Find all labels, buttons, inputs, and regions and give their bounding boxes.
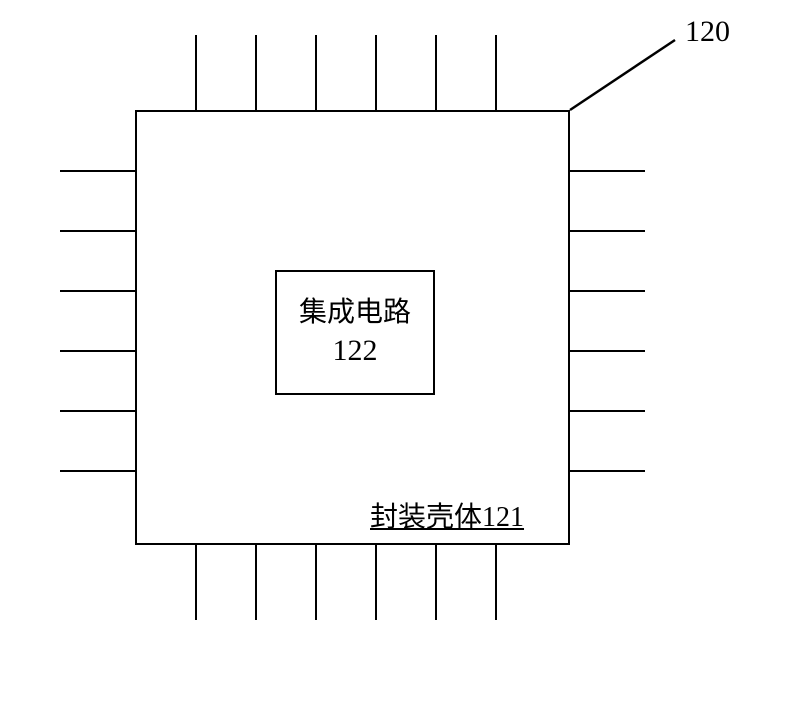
pin-left-3 [60, 290, 135, 292]
ref-number-120: 120 [685, 15, 730, 49]
pin-left-1 [60, 170, 135, 172]
pin-left-5 [60, 410, 135, 412]
pin-left-4 [60, 350, 135, 352]
pin-top-6 [495, 35, 497, 110]
pin-top-2 [255, 35, 257, 110]
pin-bottom-3 [315, 545, 317, 620]
pin-top-1 [195, 35, 197, 110]
pin-left-2 [60, 230, 135, 232]
pin-top-5 [435, 35, 437, 110]
pin-top-4 [375, 35, 377, 110]
pin-right-1 [570, 170, 645, 172]
pin-right-4 [570, 350, 645, 352]
ic-label-number: 122 [333, 331, 378, 370]
pin-bottom-1 [195, 545, 197, 620]
chip-diagram: 集成电路 122 封装壳体121 120 [0, 0, 807, 702]
pin-top-3 [315, 35, 317, 110]
pin-bottom-2 [255, 545, 257, 620]
ic-block: 集成电路 122 [275, 270, 435, 395]
pin-bottom-6 [495, 545, 497, 620]
pin-right-3 [570, 290, 645, 292]
pin-left-6 [60, 470, 135, 472]
pin-right-5 [570, 410, 645, 412]
pin-bottom-4 [375, 545, 377, 620]
pin-right-6 [570, 470, 645, 472]
ic-label-text: 集成电路 [299, 295, 411, 331]
package-body-label: 封装壳体121 [370, 495, 524, 535]
pin-right-2 [570, 230, 645, 232]
pin-bottom-5 [435, 545, 437, 620]
